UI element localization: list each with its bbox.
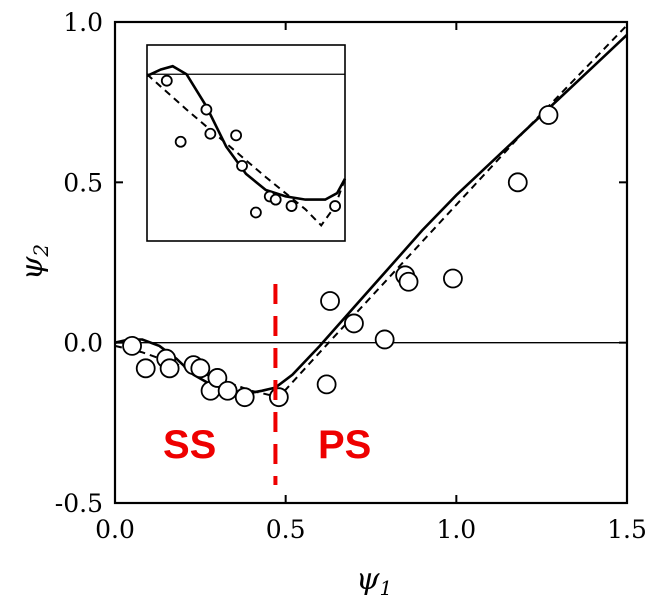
main-data-point xyxy=(443,268,463,289)
inset-series xyxy=(146,64,347,227)
inset-data-point xyxy=(230,129,243,142)
main-data-point xyxy=(234,387,255,408)
y-tick-label: 0.0 xyxy=(63,329,103,358)
main-data-point xyxy=(159,358,180,379)
x-axis-ticks: 0.0 0.5 1.0 1.5 xyxy=(95,22,647,544)
main-data-point xyxy=(344,313,364,334)
main-data-point xyxy=(316,374,337,395)
x-tick-label: 0.5 xyxy=(266,515,306,544)
main-data-point xyxy=(135,358,156,379)
inset-data-point xyxy=(285,200,298,212)
inset-data-point xyxy=(249,206,262,219)
x-tick-label: 1.5 xyxy=(607,515,647,544)
main-data-point xyxy=(217,380,238,401)
y-axis-label: ψ2 xyxy=(15,244,53,280)
ps-region-label: PS xyxy=(318,423,371,467)
inset-data-point xyxy=(160,74,173,87)
x-tick-label: 0.0 xyxy=(95,515,135,544)
main-data-point xyxy=(507,172,528,193)
main-data-point xyxy=(320,291,340,311)
inset-plot xyxy=(146,44,347,242)
inset-data-point xyxy=(174,135,187,148)
inset-data-point xyxy=(236,159,248,172)
inset-data-point xyxy=(200,103,213,116)
main-data-point xyxy=(268,387,289,408)
main-data-point xyxy=(538,105,559,125)
main-data-point xyxy=(122,335,142,356)
inset-data-point xyxy=(329,200,342,212)
inset-data-point xyxy=(269,193,282,206)
inset-dashed-curve xyxy=(146,73,346,227)
y-tick-label: -0.5 xyxy=(55,489,103,518)
inset-solid-curve xyxy=(146,64,347,201)
main-data-point xyxy=(398,271,419,292)
x-tick-label: 1.0 xyxy=(436,515,476,544)
main-data-point xyxy=(207,368,228,388)
main-data-point xyxy=(190,358,211,379)
y-tick-label: 1.0 xyxy=(63,8,103,37)
inset-data-point xyxy=(204,127,217,140)
x-axis-label: ψ1 xyxy=(356,562,392,598)
ss-region-label: SS xyxy=(163,423,216,467)
main-data-point xyxy=(374,329,395,350)
y-tick-label: 0.5 xyxy=(63,168,103,197)
plot-frame xyxy=(113,20,629,505)
